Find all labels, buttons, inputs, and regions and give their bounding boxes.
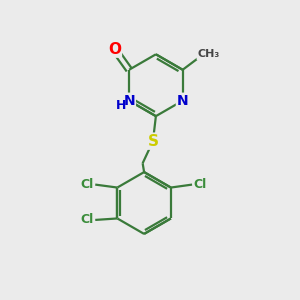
Text: CH₃: CH₃ bbox=[197, 49, 220, 59]
Text: O: O bbox=[108, 42, 121, 57]
Text: N: N bbox=[123, 94, 135, 108]
Text: Cl: Cl bbox=[194, 178, 207, 191]
Text: S: S bbox=[147, 134, 158, 149]
Text: Cl: Cl bbox=[80, 178, 94, 191]
Text: Cl: Cl bbox=[80, 213, 94, 226]
Text: N: N bbox=[177, 94, 188, 108]
Text: H: H bbox=[116, 99, 126, 112]
